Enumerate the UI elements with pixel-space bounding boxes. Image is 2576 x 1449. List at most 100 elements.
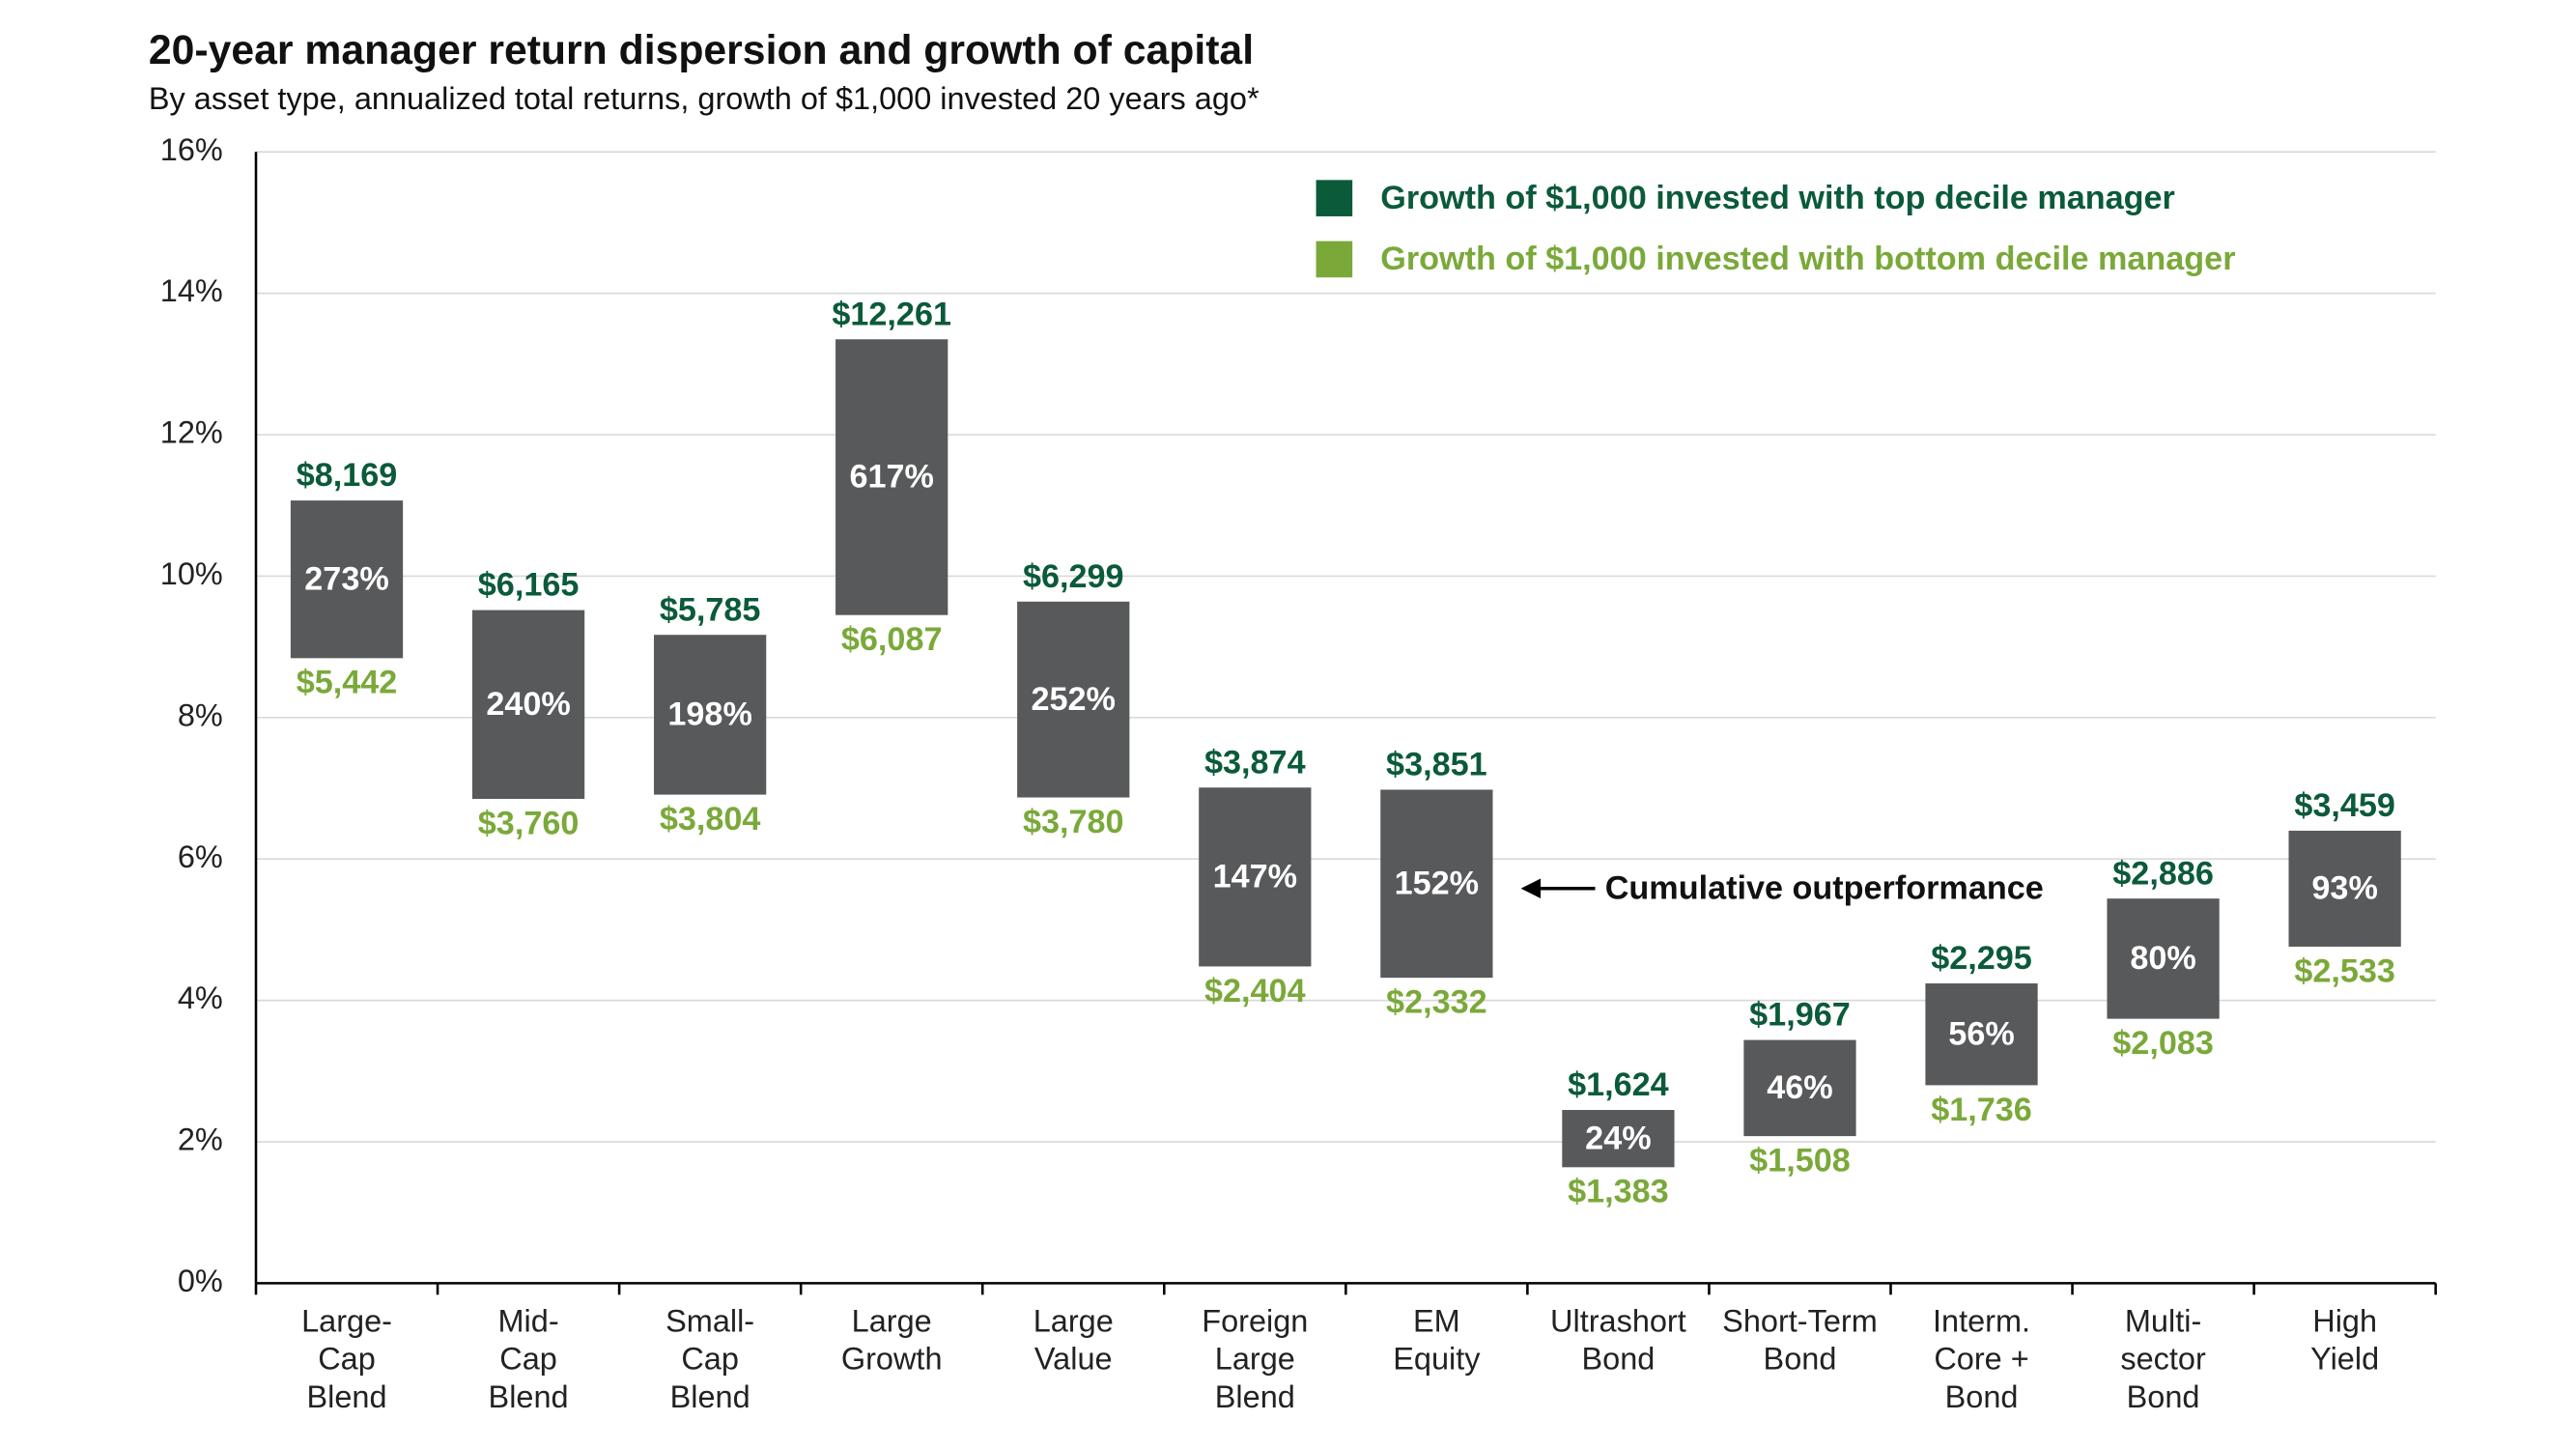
bottom-growth-label: $2,533 [2294, 952, 2395, 989]
outperformance-label: 273% [304, 560, 388, 597]
range-bar [1380, 789, 1493, 979]
range-bar [2288, 830, 2401, 947]
bottom-growth-label: $2,332 [1386, 984, 1487, 1021]
x-tick-label-line: Value [1034, 1341, 1113, 1376]
outperformance-label: 147% [1213, 859, 1297, 895]
bottom-growth-label: $3,780 [1023, 804, 1124, 840]
top-growth-label: $3,874 [1204, 744, 1306, 781]
x-tick-label: High Yield [2310, 1303, 2379, 1376]
x-tick-label-line: Foreign [1202, 1303, 1308, 1338]
y-tick-label: 0% [178, 1264, 223, 1298]
x-tick-label-line: Mid- [498, 1303, 559, 1338]
x-tick-label-line: Blend [1215, 1379, 1295, 1414]
y-tick-label: 16% [160, 132, 223, 167]
range-bar [1562, 1110, 1675, 1168]
range-bar [1925, 983, 2038, 1086]
x-tick-label: Large-Cap Blend [301, 1303, 392, 1414]
x-tick-label-line: Cap [318, 1341, 376, 1376]
legend-label: Growth of $1,000 invested with top decil… [1380, 180, 2175, 216]
range-bar [1199, 787, 1312, 967]
bottom-growth-label: $3,804 [660, 801, 761, 838]
outperformance-label: 80% [2130, 940, 2195, 977]
y-tick-label: 2% [178, 1122, 223, 1157]
legend-swatch [1316, 180, 1353, 216]
top-growth-label: $3,459 [2294, 787, 2395, 824]
outperformance-label: 46% [1767, 1069, 1832, 1106]
x-tick-label-line: Large [852, 1303, 932, 1338]
top-growth-label: $8,169 [297, 457, 398, 494]
legend-swatch [1316, 241, 1353, 278]
x-tick-label-line: Bond [1581, 1341, 1655, 1376]
x-tick-label-line: Large [1033, 1303, 1114, 1338]
x-tick-label-line: Bond [2127, 1379, 2200, 1414]
x-tick-label: EM Equity [1393, 1303, 1481, 1376]
top-growth-label: $3,851 [1386, 747, 1487, 783]
y-tick-label: 10% [160, 556, 223, 591]
x-tick-label-line: Equity [1393, 1341, 1481, 1376]
y-tick-label: 12% [160, 415, 223, 450]
top-growth-label: $2,886 [2112, 855, 2214, 892]
x-tick-label-line: Bond [1764, 1341, 1837, 1376]
x-tick-label: Large Growth [841, 1303, 943, 1376]
annotation: Cumulative outperformance [1520, 870, 2044, 907]
range-bar [1017, 601, 1130, 798]
x-tick-label: Ultrashort Bond [1550, 1303, 1686, 1376]
top-growth-label: $6,165 [478, 567, 580, 604]
x-tick-label-line: Interm. [1933, 1303, 2030, 1338]
outperformance-label: 240% [486, 686, 570, 723]
outperformance-label: 252% [1032, 681, 1116, 718]
range-bar [835, 339, 948, 615]
chart-title: 20-year manager return dispersion and gr… [149, 27, 1254, 73]
x-tick-label-line: Growth [841, 1341, 943, 1376]
x-tick-label-line: High [2312, 1303, 2377, 1338]
bottom-growth-label: $2,404 [1204, 973, 1306, 1009]
bottom-growth-label: $6,087 [841, 621, 943, 658]
outperformance-label: 152% [1395, 866, 1479, 902]
x-tick-label-line: Small- [665, 1303, 754, 1338]
x-tick-label: Interm. Core + Bond [1933, 1303, 2030, 1414]
bottom-growth-label: $3,760 [478, 805, 580, 841]
x-tick-label-line: Blend [307, 1379, 387, 1414]
y-tick-label: 6% [178, 839, 223, 874]
range-bar [654, 635, 767, 795]
x-tick-label: Mid-Cap Blend [489, 1303, 569, 1414]
x-tick-label-line: Large [1215, 1341, 1295, 1376]
top-growth-label: $6,299 [1023, 558, 1124, 595]
bottom-growth-label: $1,508 [1749, 1143, 1851, 1179]
x-tick-label-line: EM [1413, 1303, 1460, 1338]
x-tick-label-line: Cap [681, 1341, 739, 1376]
x-tick-label-line: Blend [670, 1379, 750, 1414]
x-tick-label: Large Value [1033, 1303, 1114, 1376]
x-tick-label: Small-Cap Blend [665, 1303, 754, 1414]
top-growth-label: $12,261 [832, 296, 951, 332]
x-tick-label-line: Blend [489, 1379, 569, 1414]
top-growth-label: $1,624 [1568, 1066, 1669, 1103]
top-growth-label: $5,785 [660, 591, 761, 628]
annotation-arrowhead [1520, 878, 1542, 899]
annotation-text: Cumulative outperformance [1605, 870, 2044, 907]
x-tick-label: Foreign Large Blend [1202, 1303, 1308, 1414]
x-tick-label-line: Core + [1934, 1341, 2028, 1376]
range-bar [471, 610, 585, 799]
outperformance-label: 93% [2311, 870, 2377, 907]
x-tick-label-line: Short-Term [1722, 1303, 1878, 1338]
bottom-growth-label: $1,383 [1568, 1174, 1669, 1210]
x-tick-label-line: Cap [499, 1341, 557, 1376]
outperformance-label: 617% [849, 459, 933, 496]
top-growth-label: $1,967 [1749, 997, 1851, 1034]
bottom-growth-label: $2,083 [2112, 1025, 2214, 1062]
range-bar [1743, 1039, 1856, 1137]
range-bar [290, 500, 404, 659]
x-tick-label-line: Yield [2310, 1341, 2379, 1376]
top-growth-label: $2,295 [1931, 940, 2032, 977]
x-tick-label-line: Ultrashort [1550, 1303, 1686, 1338]
x-tick-label-line: sector [2120, 1341, 2206, 1376]
x-tick-label: Multi-sector Bond [2120, 1303, 2206, 1414]
bottom-growth-label: $5,442 [297, 665, 398, 701]
x-tick-label-line: Large- [301, 1303, 392, 1338]
bottom-growth-label: $1,736 [1931, 1092, 2032, 1128]
range-bar [2107, 898, 2220, 1019]
x-tick-label-line: Multi- [2125, 1303, 2201, 1338]
